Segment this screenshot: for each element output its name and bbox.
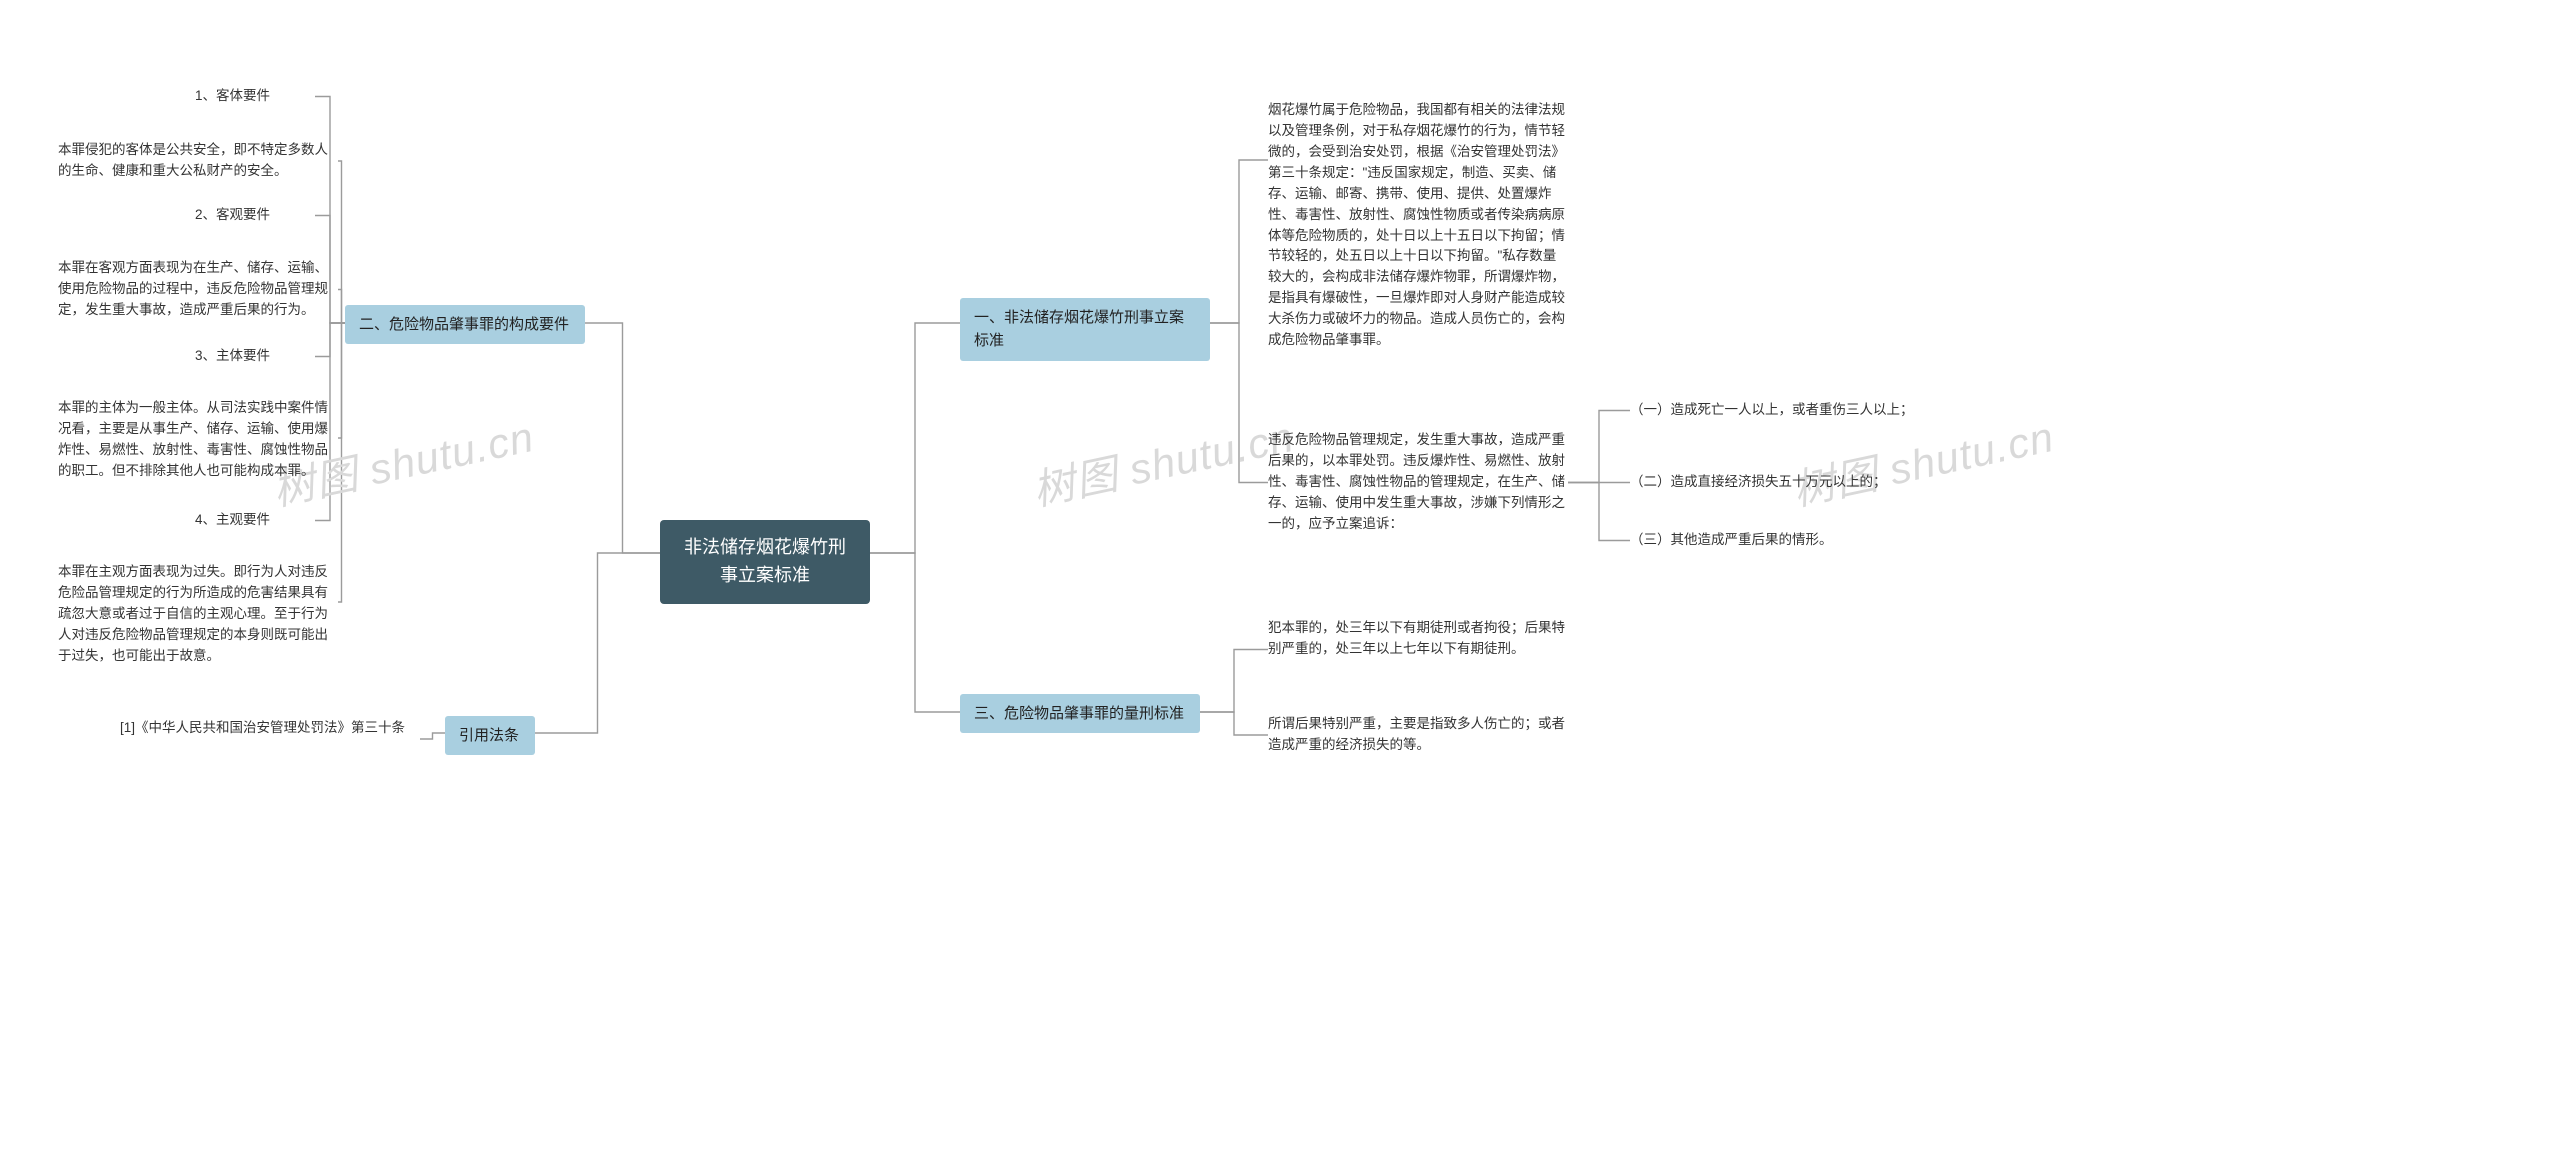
leaf-node: （三）其他造成严重后果的情形。 [1630, 530, 1930, 551]
watermark: 树图 shutu.cn [1027, 403, 1299, 518]
leaf-node: 所谓后果特别严重，主要是指致多人伤亡的；或者造成严重的经济损失的等。 [1268, 714, 1568, 756]
leaf-node: 本罪在客观方面表现为在生产、储存、运输、使用危险物品的过程中，违反危险物品管理规… [58, 258, 338, 321]
leaf-node: [1]《中华人民共和国治安管理处罚法》第三十条 [120, 718, 420, 739]
branch-node: 三、危险物品肇事罪的量刑标准 [960, 694, 1200, 733]
leaf-node: 4、主观要件 [195, 510, 315, 531]
leaf-node: 本罪的主体为一般主体。从司法实践中案件情况看，主要是从事生产、储存、运输、使用爆… [58, 398, 338, 482]
root-text: 非法储存烟花爆竹刑事立案标准 [684, 537, 846, 585]
leaf-node: 1、客体要件 [195, 86, 315, 107]
branch-node: 一、非法储存烟花爆竹刑事立案标准 [960, 298, 1210, 361]
leaf-node: 烟花爆竹属于危险物品，我国都有相关的法律法规以及管理条例，对于私存烟花爆竹的行为… [1268, 100, 1568, 351]
leaf-node: （二）造成直接经济损失五十万元以上的； [1630, 472, 1930, 493]
leaf-node: 违反危险物品管理规定，发生重大事故，造成严重后果的，以本罪处罚。违反爆炸性、易燃… [1268, 430, 1568, 535]
leaf-node: （一）造成死亡一人以上，或者重伤三人以上； [1630, 400, 1930, 421]
leaf-node: 2、客观要件 [195, 205, 315, 226]
leaf-node: 本罪在主观方面表现为过失。即行为人对违反危险品管理规定的行为所造成的危害结果具有… [58, 562, 338, 667]
leaf-node: 犯本罪的，处三年以下有期徒刑或者拘役；后果特别严重的，处三年以上七年以下有期徒刑… [1268, 618, 1568, 660]
leaf-node: 本罪侵犯的客体是公共安全，即不特定多数人的生命、健康和重大公私财产的安全。 [58, 140, 338, 182]
branch-node: 二、危险物品肇事罪的构成要件 [345, 305, 585, 344]
root-node: 非法储存烟花爆竹刑事立案标准 [660, 520, 870, 604]
branch-node: 引用法条 [445, 716, 535, 755]
leaf-node: 3、主体要件 [195, 346, 315, 367]
